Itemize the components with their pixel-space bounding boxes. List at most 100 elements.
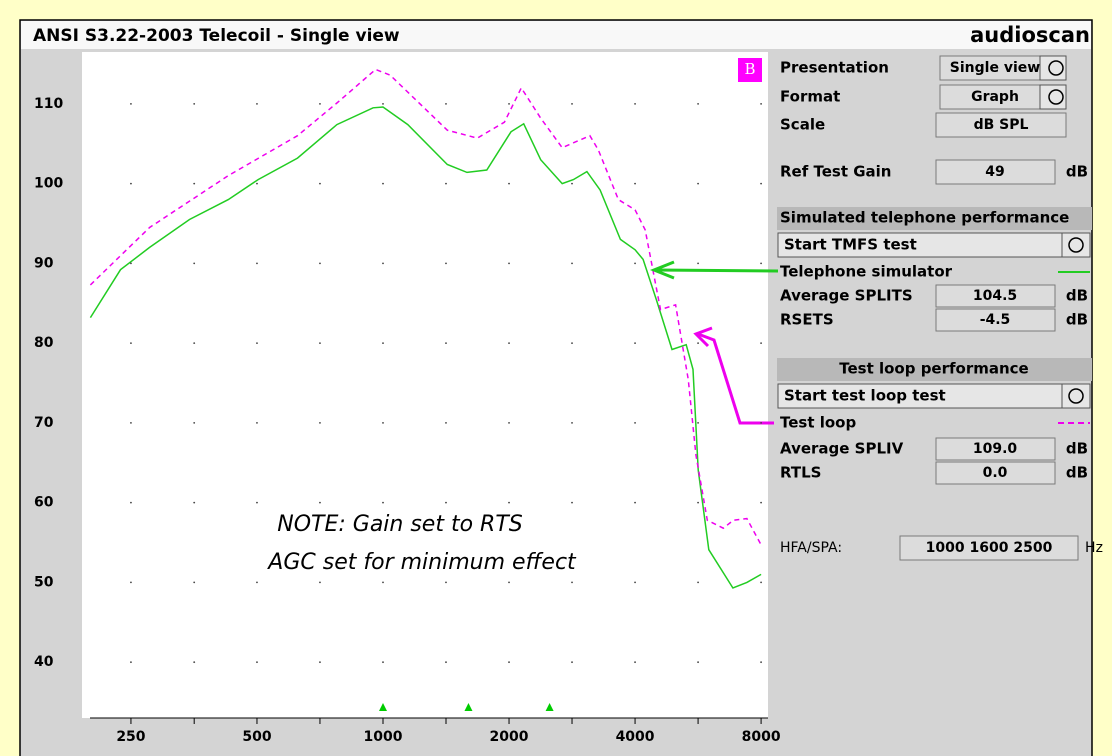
grid-dot	[382, 262, 384, 265]
grid-dot	[256, 661, 258, 664]
x-tick-label: 500	[242, 729, 271, 745]
y-tick-label: 50	[34, 574, 54, 590]
grid-dot	[130, 182, 132, 185]
label: Average SPLITS	[780, 287, 913, 305]
grid-dot	[319, 102, 321, 105]
grid-dot	[697, 262, 699, 265]
knob[interactable]	[1039, 55, 1067, 81]
grid-dot	[445, 182, 447, 185]
select[interactable]	[939, 84, 1041, 110]
y-tick-label: 80	[34, 335, 54, 351]
grid-dot	[697, 342, 699, 345]
y-tick-label: 100	[34, 176, 63, 192]
unit: dB	[1066, 163, 1088, 181]
knob[interactable]	[1039, 84, 1067, 110]
grid-dot	[193, 421, 196, 424]
label: RTLS	[780, 464, 821, 482]
unit: dB	[1066, 311, 1088, 329]
y-tick-label: 110	[34, 96, 63, 112]
knob[interactable]	[1061, 232, 1091, 258]
grid-dot	[760, 661, 762, 664]
label: Scale	[780, 116, 825, 134]
grid-dot	[382, 581, 384, 584]
grid-dot	[634, 581, 636, 584]
grid-dot	[256, 421, 258, 424]
grid-dot	[634, 501, 636, 504]
field-value: 49	[985, 164, 1004, 180]
grid-dot	[634, 661, 636, 664]
grid-dot	[571, 421, 573, 424]
grid-dot	[571, 661, 573, 664]
grid-dot	[634, 262, 636, 265]
hfa-marker	[379, 703, 388, 711]
grid-dot	[760, 182, 762, 185]
title-bar	[21, 21, 1091, 49]
grid-dot	[256, 581, 258, 584]
field	[935, 159, 1056, 185]
grid-dot	[130, 661, 132, 664]
grid-dot	[130, 581, 132, 584]
x-tick-label: 8000	[742, 729, 781, 745]
knob-icon	[1068, 237, 1084, 253]
section-header	[777, 358, 1092, 381]
field-value: dB SPL	[974, 117, 1029, 133]
label: RSETS	[780, 311, 834, 329]
knob[interactable]	[1061, 383, 1091, 409]
grid-dot	[382, 102, 384, 105]
label: Presentation	[780, 59, 889, 77]
grid-dot	[130, 102, 132, 105]
grid-dot	[319, 262, 321, 265]
grid-dot	[319, 501, 321, 504]
grid-dot	[697, 421, 699, 424]
grid-dot	[256, 501, 258, 504]
legend-label: Test loop	[780, 414, 856, 432]
hfa-marker	[464, 703, 473, 711]
grid-dot	[319, 342, 321, 345]
knob-icon	[1048, 60, 1064, 76]
grid-dot	[508, 262, 510, 265]
x-tick-label: 4000	[616, 729, 655, 745]
button[interactable]	[777, 383, 1063, 409]
grid-dot	[445, 501, 447, 504]
grid-dot	[571, 102, 573, 105]
grid-dot	[571, 182, 573, 185]
window-title: ANSI S3.22-2003 Telecoil - Single view	[33, 26, 400, 46]
field-value: 109.0	[973, 441, 1018, 457]
select-value: Graph	[971, 89, 1019, 105]
grid-dot	[382, 661, 384, 664]
arrow	[655, 268, 779, 273]
button[interactable]	[777, 232, 1063, 258]
arrow	[697, 332, 774, 425]
grid-dot	[760, 342, 762, 345]
x-tick-label: 250	[116, 729, 145, 745]
grid-dot	[445, 581, 447, 584]
grid-dot	[445, 342, 447, 345]
select-value: Single view	[950, 60, 1040, 76]
grid-dot	[193, 501, 196, 504]
grid-dot	[130, 501, 132, 504]
button-label: Start TMFS test	[784, 236, 917, 254]
grid-dot	[193, 182, 196, 185]
grid-dot	[382, 501, 384, 504]
grid-dot	[508, 421, 510, 424]
grid-dot	[193, 661, 196, 664]
grid-dot	[571, 581, 573, 584]
grid-dot	[508, 342, 510, 345]
legend-label: Telephone simulator	[780, 263, 953, 281]
grid-dot	[697, 182, 699, 185]
grid-dot	[130, 262, 132, 265]
grid-dot	[760, 262, 762, 265]
grid-dot	[130, 421, 132, 424]
grid-dot	[319, 661, 321, 664]
grid-dot	[193, 262, 196, 265]
grid-dot	[382, 421, 384, 424]
grid-dot	[445, 102, 447, 105]
label: Average SPLIV	[780, 440, 904, 458]
unit: Hz	[1085, 540, 1103, 556]
field-value: 104.5	[973, 288, 1017, 304]
label: HFA/SPA:	[780, 540, 842, 556]
grid-dot	[319, 421, 321, 424]
grid-dot	[193, 342, 196, 345]
grid-dot	[760, 581, 762, 584]
knob-icon	[1048, 89, 1064, 105]
